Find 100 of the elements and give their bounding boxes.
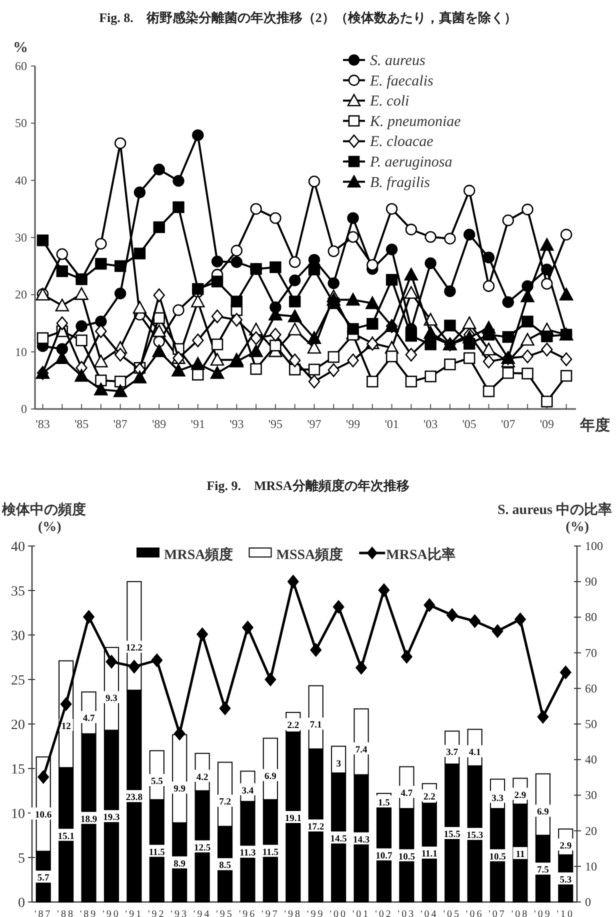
point [404, 286, 418, 299]
point [366, 318, 378, 330]
data-label: 9.3 [106, 694, 118, 704]
point [114, 376, 126, 388]
y-tick-label: 15 [11, 762, 25, 778]
point [95, 316, 107, 328]
point [288, 354, 301, 368]
point [152, 324, 166, 338]
x-tick-label: '00 [330, 909, 348, 917]
point [242, 620, 254, 634]
data-label: 10.5 [398, 852, 416, 862]
point [404, 268, 418, 281]
point [482, 252, 495, 264]
y2-tick-label: 90 [585, 574, 597, 589]
point [95, 258, 107, 270]
data-label: 19.3 [103, 813, 120, 824]
x-tick-label: '10 [556, 909, 575, 917]
x-tick-label: '05 [443, 909, 462, 917]
data-label: 3.3 [492, 794, 504, 804]
x-tick-label: '03 [423, 417, 438, 431]
data-label: 11.1 [421, 850, 438, 860]
point [464, 184, 476, 196]
data-label: 5.7 [37, 874, 50, 884]
point [95, 374, 107, 386]
legend-label: S. aureus [370, 53, 426, 69]
data-label: 1.5 [378, 798, 390, 808]
y-tick-label: 30 [15, 230, 27, 244]
data-label: 10.5 [489, 852, 506, 862]
x-tick-label: '06 [466, 909, 484, 917]
data-label: 4.7 [400, 788, 413, 799]
y-tick-label: 10 [11, 807, 25, 822]
point [288, 310, 302, 322]
x-tick-label: '92 [148, 909, 166, 917]
point [264, 672, 276, 686]
point [270, 328, 282, 342]
point [153, 221, 165, 234]
y2-tick-label: 0 [585, 895, 591, 909]
legend-label: E. faecalis [369, 73, 434, 90]
point [464, 352, 476, 364]
point [401, 650, 412, 664]
x-tick-label: '85 [74, 417, 89, 431]
y-tick-label: 0 [18, 896, 25, 911]
y-tick-label: 25 [11, 674, 25, 688]
point [83, 610, 94, 624]
point [191, 294, 205, 308]
data-label: 2.9 [560, 842, 572, 852]
data-label: 17.2 [308, 822, 324, 832]
point [366, 376, 378, 388]
point [230, 312, 243, 327]
point [211, 338, 224, 350]
data-label: 7.1 [310, 720, 322, 731]
x-tick-label: '97 [307, 417, 322, 431]
legend-label: MRSA比率 [386, 546, 456, 563]
point [356, 661, 367, 674]
data-label: 7.5 [537, 866, 550, 876]
y2-tick-label: 20 [585, 824, 597, 838]
point [219, 702, 231, 715]
data-label: 4.1 [468, 748, 481, 758]
data-label: 5.5 [150, 777, 164, 788]
x-tick-label: '89 [152, 417, 166, 431]
data-label: 15.3 [466, 830, 484, 841]
point [134, 186, 146, 198]
point [424, 231, 436, 243]
x-tick-label: '91 [125, 909, 144, 917]
point [210, 352, 224, 366]
point [560, 352, 572, 366]
point [211, 256, 224, 268]
x-tick-label: '03 [398, 909, 416, 917]
point [482, 385, 495, 398]
point [76, 334, 88, 346]
point [56, 343, 68, 355]
y-tick-label: 20 [15, 288, 27, 302]
point [172, 175, 184, 187]
y2-tick-label: 50 [585, 717, 597, 731]
point [174, 726, 186, 740]
point [106, 655, 118, 668]
y2-tick-label: 70 [585, 646, 597, 660]
data-label: 8.9 [174, 859, 186, 870]
point [386, 350, 398, 362]
data-label: 12.5 [194, 843, 211, 854]
point [38, 770, 50, 784]
point [520, 290, 534, 302]
point [347, 323, 359, 335]
point [446, 608, 458, 622]
point [541, 278, 553, 290]
point [541, 342, 553, 356]
point [560, 228, 572, 240]
point [537, 710, 549, 724]
point [347, 212, 359, 224]
legend-label: MSSA頻度 [276, 546, 344, 563]
point [172, 201, 184, 214]
point [250, 203, 262, 215]
point [482, 342, 496, 356]
chart-title: Fig. 8. 術野感染分離菌の年次推移（2）（検体数あたり，真菌を除く） [99, 10, 517, 25]
point [522, 316, 534, 328]
x-tick-label: '05 [462, 417, 476, 431]
point [469, 614, 480, 628]
y-tick-label: 40 [11, 540, 25, 555]
y2-axis-title: S. aureus 中の比率 (%) [498, 501, 612, 535]
point [94, 354, 108, 368]
